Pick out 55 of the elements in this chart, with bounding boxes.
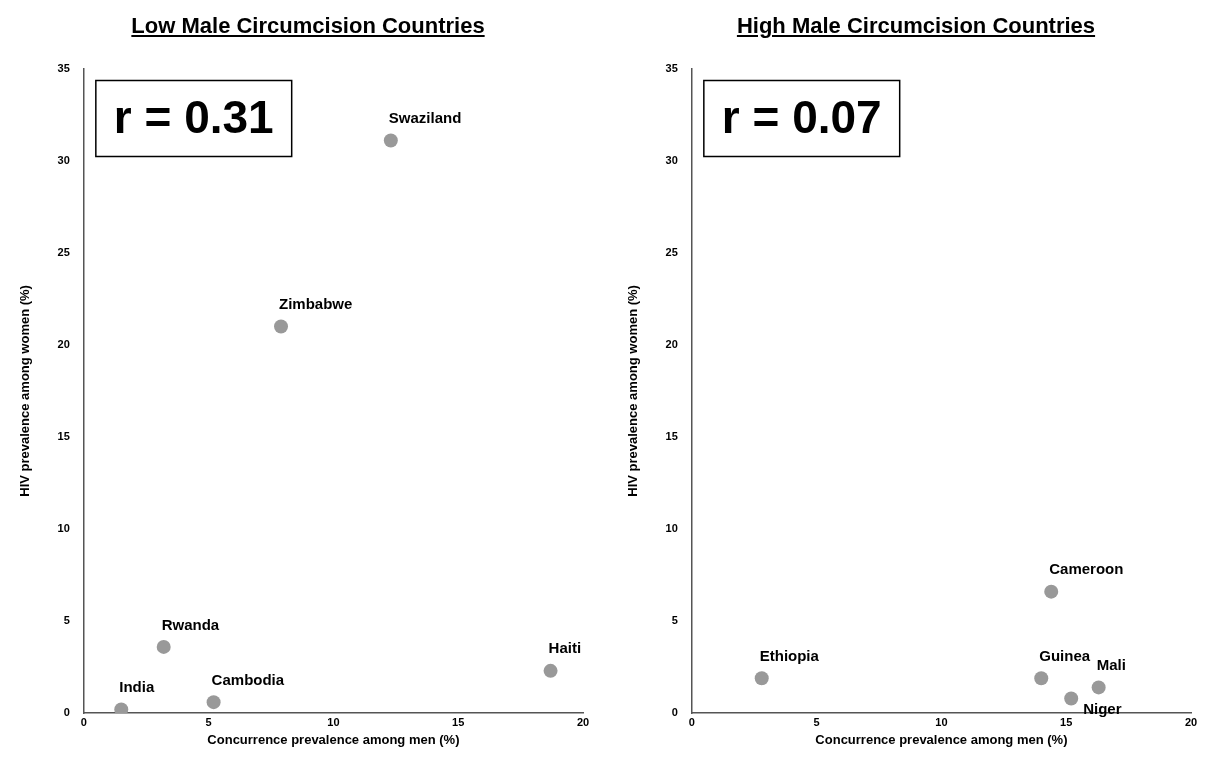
x-tick-label: 20 [1184, 715, 1198, 728]
annotation: Zimbabwe [279, 295, 353, 313]
point [543, 663, 558, 678]
y-tick-label: 30 [665, 153, 678, 166]
y-tick-label: 15 [57, 429, 70, 442]
y-tick-label: 25 [665, 245, 678, 258]
x-tick-label: 10 [935, 715, 948, 728]
annotation: Cambodia [211, 670, 285, 688]
y-tick-label: 35 [57, 61, 70, 74]
annotation: r = 0.07 [721, 91, 882, 144]
x-tick-label: 5 [205, 715, 212, 728]
chart-title: Low Male Circumcision Countries [130, 12, 486, 40]
point [1044, 584, 1059, 599]
point [114, 702, 129, 714]
annotation: Haiti [548, 639, 582, 657]
y-tick-label: 10 [57, 522, 70, 535]
y-tick-label: 5 [63, 614, 70, 627]
point [1034, 671, 1049, 686]
y-tick-label: 30 [57, 153, 70, 166]
y-tick-label: 15 [665, 429, 678, 442]
y-tick-label: 20 [57, 337, 70, 350]
y-tick-label: 0 [63, 706, 70, 719]
annotation: Mali [1096, 656, 1126, 674]
y-tick-label: 0 [671, 706, 678, 719]
annotation: Ethiopia [759, 646, 820, 664]
x-tick-label: 15 [1060, 715, 1073, 728]
y-tick-label: 10 [665, 522, 678, 535]
point [1091, 680, 1106, 695]
annotation: Cameroon [1049, 560, 1124, 578]
annotation: India [119, 678, 155, 696]
annotation: Guinea [1039, 646, 1091, 664]
x-tick-label: 0 [688, 715, 695, 728]
x-tick-label: 0 [80, 715, 87, 728]
annotation: r = 0.31 [113, 91, 274, 144]
y-axis-title: HIV prevalence among women (%) [17, 285, 33, 497]
chart-title: High Male Circumcision Countries [735, 12, 1097, 40]
point [156, 639, 171, 654]
y-axis-title: HIV prevalence among women (%) [625, 285, 641, 497]
y-tick-label: 20 [665, 337, 678, 350]
point [1064, 691, 1079, 706]
point [274, 319, 289, 334]
point [754, 671, 769, 686]
x-tick-label: 10 [327, 715, 340, 728]
x-tick-label: 15 [452, 715, 465, 728]
point [383, 133, 398, 148]
x-tick-label: 20 [576, 715, 590, 728]
x-tick-label: 5 [813, 715, 820, 728]
y-tick-label: 35 [665, 61, 678, 74]
y-tick-label: 25 [57, 245, 70, 258]
x-axis-title: Concurrence prevalence among men (%) [207, 731, 460, 747]
annotation: Swaziland [388, 109, 462, 127]
y-tick-label: 5 [671, 614, 678, 627]
annotation: Rwanda [161, 615, 220, 633]
point [206, 695, 221, 710]
x-axis-title: Concurrence prevalence among men (%) [815, 731, 1068, 747]
